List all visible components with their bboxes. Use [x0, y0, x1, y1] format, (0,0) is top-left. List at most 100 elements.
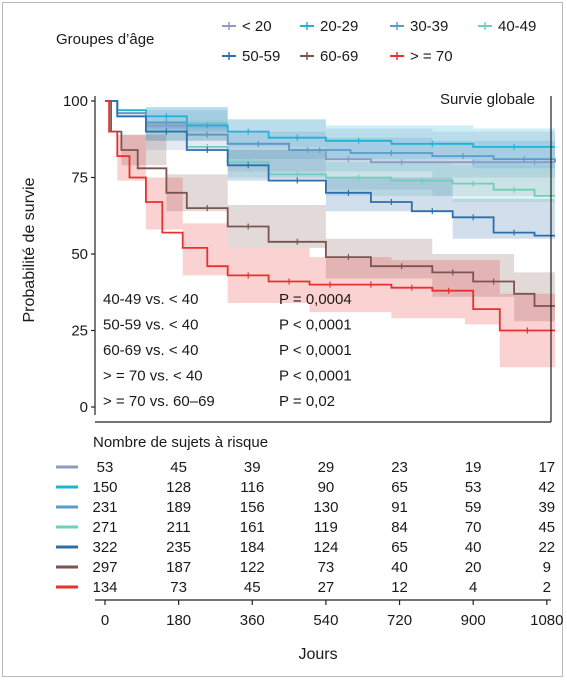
- risk-count: 184: [240, 539, 265, 556]
- legend-item-4: 50-59: [222, 48, 280, 65]
- risk-count: 116: [240, 479, 264, 496]
- legend-label: 30-39: [410, 18, 448, 35]
- y-tick-label: 25: [71, 323, 88, 340]
- risk-count: 150: [92, 479, 117, 496]
- x-tick-label: 540: [313, 612, 338, 629]
- risk-table-title: Nombre de sujets à risque: [93, 434, 268, 451]
- legend-item-6: > = 70: [390, 48, 453, 65]
- legend-item-5: 60-69: [300, 48, 358, 65]
- annotation-p-value: P < 0,0001: [279, 317, 352, 334]
- survival-curve-series-4: [105, 100, 555, 237]
- risk-count: 297: [92, 559, 117, 576]
- risk-count: 17: [538, 459, 555, 476]
- risk-count: 40: [465, 539, 482, 556]
- survival-curve-series-2: [105, 100, 556, 163]
- legend-item-0: < 20: [222, 18, 272, 35]
- annotation-comparison: 60-69 vs. < 40: [103, 342, 198, 359]
- ci-band-series-6: [105, 101, 555, 368]
- risk-count: 40: [391, 559, 408, 576]
- risk-count: 134: [92, 579, 117, 596]
- annotation-comparison: > = 70 vs. < 40: [103, 368, 203, 385]
- chart-title: Survie globale: [440, 91, 535, 108]
- legend-label: > = 70: [410, 48, 453, 65]
- annotation-comparison: 40-49 vs. < 40: [103, 291, 198, 308]
- annotation-p-value: P = 0,02: [279, 393, 335, 410]
- legend-item-2: 30-39: [390, 18, 448, 35]
- risk-count: 65: [391, 539, 408, 556]
- annotation-p-value: P < 0,0001: [279, 368, 352, 385]
- annotation-comparison: > = 70 vs. 60–69: [103, 393, 215, 410]
- risk-count: 39: [244, 459, 261, 476]
- risk-count: 9: [543, 559, 551, 576]
- risk-count: 84: [391, 519, 408, 536]
- legend-item-1: 20-29: [300, 18, 358, 35]
- legend-label: 40-49: [498, 18, 536, 35]
- legend-item-3: 40-49: [478, 18, 536, 35]
- risk-count: 189: [166, 499, 191, 516]
- risk-count: 211: [167, 519, 191, 536]
- legend-label: 20-29: [320, 18, 358, 35]
- risk-count: 130: [313, 499, 338, 516]
- x-tick-label: 900: [461, 612, 486, 629]
- annotation-p-value: P = 0,0004: [279, 291, 352, 308]
- risk-count: 235: [166, 539, 191, 556]
- y-tick-label: 75: [71, 170, 88, 187]
- risk-count: 90: [318, 479, 335, 496]
- risk-count: 23: [391, 459, 408, 476]
- risk-count: 161: [240, 519, 265, 536]
- risk-count: 4: [469, 579, 477, 596]
- annotation-p-value: P < 0,0001: [279, 342, 352, 359]
- x-tick-label: 720: [387, 612, 412, 629]
- risk-count: 187: [166, 559, 191, 576]
- risk-count: 73: [170, 579, 187, 596]
- risk-count: 53: [465, 479, 482, 496]
- risk-count: 29: [318, 459, 335, 476]
- y-tick-label: 50: [71, 246, 88, 263]
- risk-count: 20: [465, 559, 482, 576]
- risk-count: 73: [318, 559, 335, 576]
- legend-label: 60-69: [320, 48, 358, 65]
- risk-count: 39: [538, 499, 555, 516]
- annotation-comparison: 50-59 vs. < 40: [103, 317, 198, 334]
- x-tick-label: 1080: [530, 612, 563, 629]
- x-tick-label: 0: [101, 612, 109, 629]
- risk-count: 42: [538, 479, 555, 496]
- risk-count: 322: [92, 539, 117, 556]
- risk-count: 70: [465, 519, 482, 536]
- x-tick-label: 180: [166, 612, 191, 629]
- risk-count: 271: [92, 519, 117, 536]
- ci-band-series-4: [105, 101, 555, 264]
- ci-band-series-1: [105, 101, 555, 172]
- risk-count: 19: [465, 459, 482, 476]
- y-tick-label: 0: [80, 399, 88, 416]
- risk-count: 91: [391, 499, 408, 516]
- risk-count: 119: [314, 519, 338, 536]
- y-tick-label: 100: [63, 93, 88, 110]
- risk-count: 45: [538, 519, 555, 536]
- x-tick-label: 360: [240, 612, 265, 629]
- legend-title: Groupes d’âge: [56, 31, 154, 48]
- risk-count: 45: [244, 579, 261, 596]
- risk-count: 45: [170, 459, 187, 476]
- risk-count: 65: [391, 479, 408, 496]
- risk-count: 12: [391, 579, 408, 596]
- risk-count: 156: [240, 499, 265, 516]
- ci-band-series-5: [105, 101, 555, 337]
- risk-count: 22: [538, 539, 555, 556]
- risk-count: 122: [240, 559, 265, 576]
- y-axis-label: Probabilité de survie: [21, 177, 38, 322]
- risk-count: 128: [166, 479, 191, 496]
- x-axis-label: Jours: [298, 646, 337, 663]
- survival-curve-series-6: [105, 100, 555, 332]
- risk-count: 27: [318, 579, 335, 596]
- risk-count: 59: [465, 499, 482, 516]
- legend-label: 50-59: [242, 48, 280, 65]
- risk-count: 231: [92, 499, 117, 516]
- risk-count: 2: [543, 579, 551, 596]
- ci-band-series-3: [105, 101, 555, 218]
- risk-count: 124: [313, 539, 338, 556]
- risk-count: 53: [97, 459, 114, 476]
- legend-label: < 20: [242, 18, 272, 35]
